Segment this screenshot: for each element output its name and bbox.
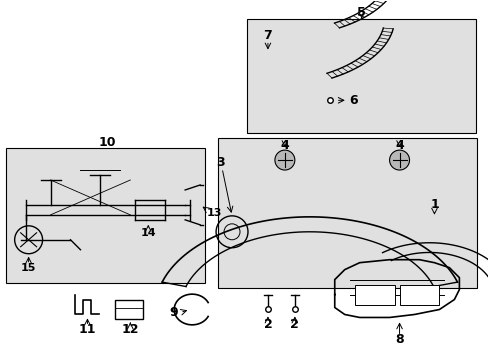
Text: 3: 3 — [215, 156, 224, 168]
Text: 8: 8 — [394, 333, 403, 346]
Text: 15: 15 — [21, 263, 36, 273]
Text: 12: 12 — [122, 323, 139, 336]
Text: 4: 4 — [394, 139, 403, 152]
Bar — [218, 138, 476, 288]
Bar — [246, 19, 475, 133]
Text: 5: 5 — [357, 6, 366, 19]
Text: 9: 9 — [169, 306, 178, 319]
Text: 14: 14 — [140, 228, 156, 238]
Circle shape — [274, 150, 294, 170]
Bar — [6, 148, 204, 283]
Bar — [399, 285, 439, 305]
Bar — [354, 285, 394, 305]
Text: 6: 6 — [349, 94, 358, 107]
Text: 7: 7 — [263, 29, 272, 42]
Bar — [115, 300, 143, 319]
Text: 10: 10 — [99, 136, 116, 149]
Text: 2: 2 — [263, 318, 272, 331]
Text: 4: 4 — [280, 139, 289, 152]
Text: 11: 11 — [79, 323, 96, 336]
Text: 13: 13 — [207, 208, 222, 218]
Text: 1: 1 — [429, 198, 438, 211]
Circle shape — [389, 150, 408, 170]
Text: 2: 2 — [290, 318, 299, 331]
